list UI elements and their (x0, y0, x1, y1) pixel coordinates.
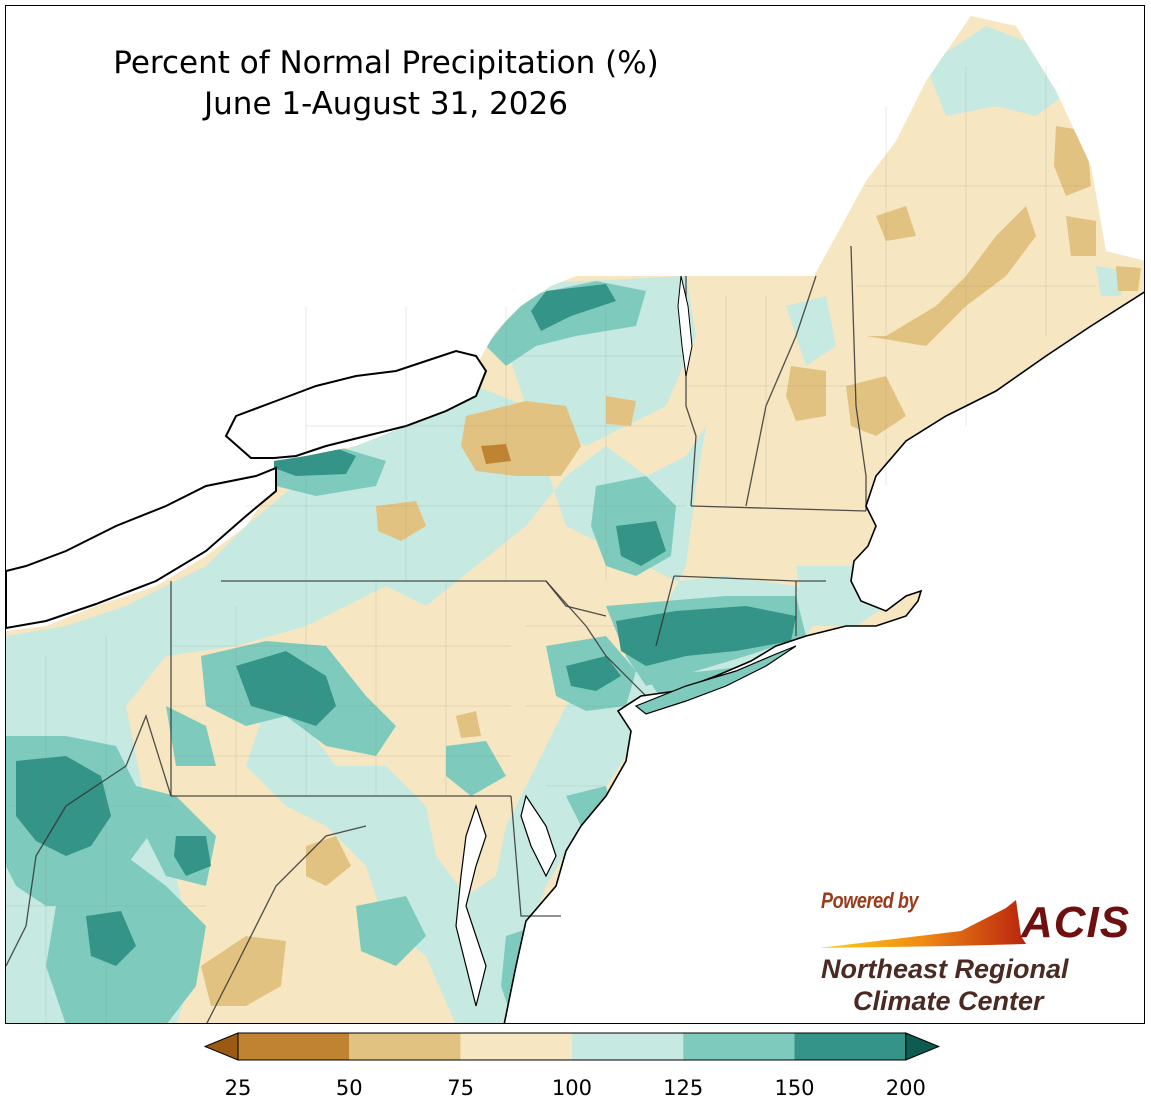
wv-md-border (6, 714, 172, 967)
colorbar-segment (238, 1033, 350, 1060)
nj-pa-border (545, 580, 647, 697)
long-island (634, 645, 797, 715)
colorbar-segment (794, 1033, 906, 1060)
colorbar-tick-label: 100 (551, 1076, 592, 1100)
coastline (503, 291, 1144, 1023)
acis-nerc-logo: Powered by ACIS Northeast Regional Clima… (811, 886, 1131, 1016)
colorbar-legend: 25 50 75 100 125 150 200 (200, 1026, 945, 1106)
map-date-range: June 1-August 31, 2026 (204, 86, 568, 122)
vt-nh-border (745, 275, 817, 507)
colorbar-under-arrow (203, 1032, 239, 1061)
powered-by-text: Powered by (821, 888, 919, 913)
ma-north-border (690, 505, 867, 512)
colorbar-swatches (203, 1032, 941, 1061)
map-title: Percent of Normal Precipitation (%) (113, 45, 659, 81)
precipitation-map (6, 16, 1144, 1023)
va-border (206, 825, 367, 1023)
delaware-bay (520, 794, 557, 878)
colorbar-over-arrow (905, 1032, 941, 1061)
ny-ct-border (655, 575, 675, 647)
nerc-name-line2: Climate Center (853, 986, 1044, 1016)
acis-wordmark: ACIS (1021, 898, 1131, 947)
lake-ontario (224, 349, 488, 459)
md-de-border (510, 795, 561, 917)
colorbar-tick-label: 200 (885, 1076, 926, 1100)
colorbar-segment (460, 1033, 572, 1060)
acis-swoosh-icon (819, 900, 1026, 948)
lake-champlain (677, 275, 693, 377)
colorbar-segment (683, 1033, 795, 1060)
ny-pa-border (221, 580, 607, 617)
lake-erie (6, 466, 277, 630)
colorbar-tick-label: 25 (224, 1076, 252, 1100)
map-frame: Percent of Normal Precipitation (%) June… (5, 5, 1145, 1024)
colorbar-tick-label: 75 (447, 1076, 474, 1100)
colorbar-tick-label: 150 (774, 1076, 815, 1100)
colorbar-segment (349, 1033, 461, 1060)
colorbar-tick-label: 125 (663, 1076, 704, 1100)
nh-me-border (850, 245, 867, 511)
colorbar-tick-label: 50 (335, 1076, 363, 1100)
colorbar-segment (571, 1033, 684, 1060)
chesapeake-bay (455, 804, 487, 1007)
nerc-name-line1: Northeast Regional (821, 954, 1069, 984)
